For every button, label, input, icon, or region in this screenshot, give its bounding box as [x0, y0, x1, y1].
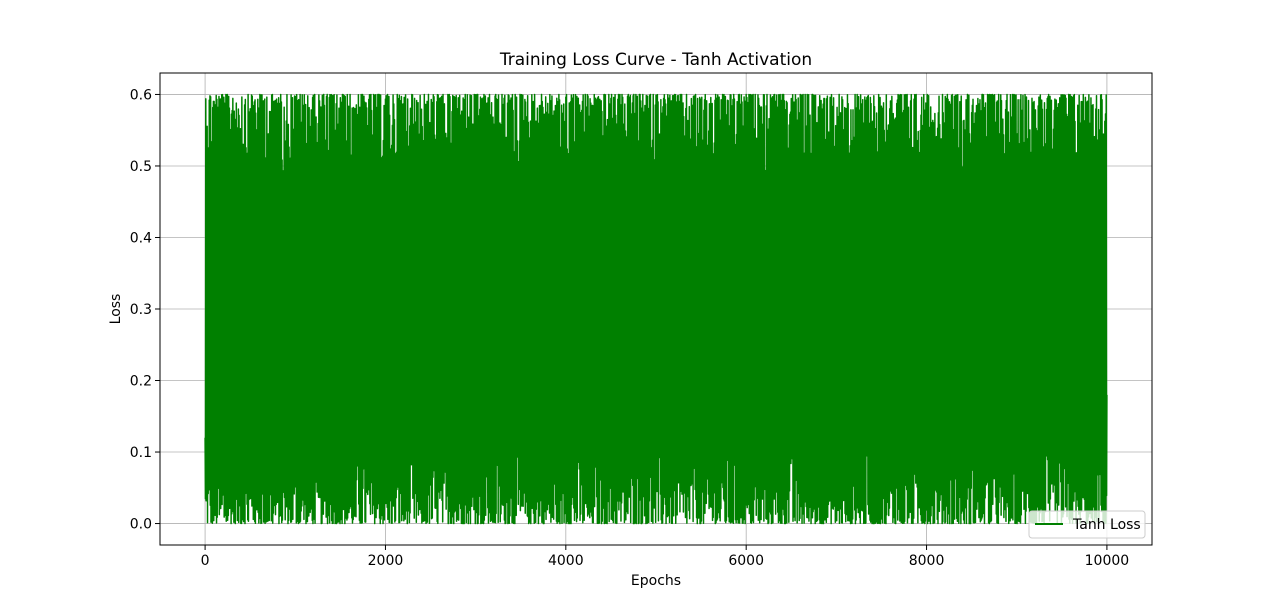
- y-ticks: 0.0 0.1 0.2 0.3 0.4 0.5 0.6: [130, 87, 160, 533]
- x-tick-label: 0: [201, 553, 210, 569]
- x-axis-label: Epochs: [631, 573, 681, 589]
- chart-title: Training Loss Curve - Tanh Activation: [499, 50, 812, 70]
- y-tick-label: 0.6: [130, 87, 152, 103]
- x-tick-label: 4000: [548, 553, 584, 569]
- y-tick-label: 0.0: [130, 517, 152, 533]
- x-tick-label: 2000: [368, 553, 404, 569]
- x-tick-label: 10000: [1085, 553, 1130, 569]
- y-tick-label: 0.5: [130, 159, 152, 175]
- y-tick-label: 0.1: [130, 445, 152, 461]
- x-ticks: 0 2000 4000 6000 8000 10000: [201, 545, 1130, 569]
- series-layer: [204, 93, 1108, 525]
- x-tick-label: 6000: [728, 553, 764, 569]
- y-tick-label: 0.2: [130, 374, 152, 390]
- legend: Tanh Loss: [1028, 510, 1146, 539]
- legend-box: [1028, 510, 1146, 539]
- legend-label: Tanh Loss: [1072, 517, 1141, 533]
- y-tick-label: 0.4: [130, 230, 152, 246]
- series-line-tanh-loss: [204, 93, 1108, 525]
- y-axis-label: Loss: [108, 294, 124, 325]
- x-tick-label: 8000: [909, 553, 945, 569]
- y-tick-label: 0.3: [130, 302, 152, 318]
